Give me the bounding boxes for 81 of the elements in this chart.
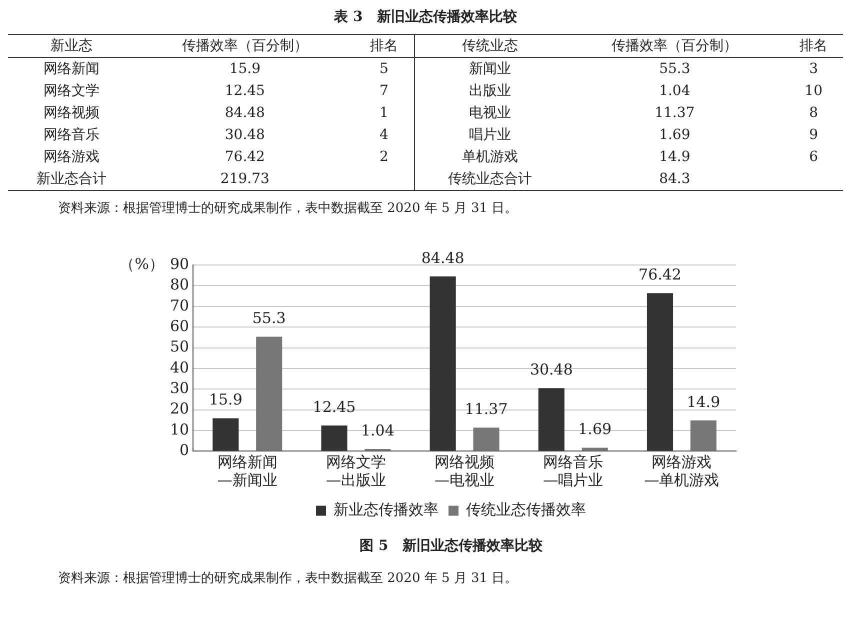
text: 唱片业 xyxy=(414,124,566,146)
y-tick-label: 50 xyxy=(169,338,189,356)
text: 84.48 xyxy=(224,104,266,123)
bar xyxy=(256,336,282,451)
bar xyxy=(581,448,608,451)
y-tick-label: 70 xyxy=(169,296,189,314)
text: 新业态 xyxy=(50,37,94,56)
text: 资料来源：根据管理博士的研究成果制作，表中数据截至 2020 年 5 月 31 日。 xyxy=(58,200,519,217)
y-tick-label: 10 xyxy=(169,420,189,438)
text: 10 xyxy=(804,82,824,101)
text: 新业态合计 xyxy=(36,170,108,189)
text: 84.3 xyxy=(658,170,692,189)
text: 30.48 xyxy=(224,126,266,145)
bar xyxy=(472,428,499,451)
text: 网络文学 xyxy=(42,82,101,101)
text: 传播效率（百分制） xyxy=(180,37,309,56)
text: 新闻业 xyxy=(414,58,566,80)
y-tick-label: 30 xyxy=(169,379,189,398)
y-tick-label: 90 xyxy=(169,254,189,273)
text: 1.69 xyxy=(658,126,692,145)
text: 网络音乐 xyxy=(42,126,101,145)
text: 网络新闻 xyxy=(42,60,101,79)
text: 传统业态 xyxy=(414,34,566,58)
x-tick-label: 网络游戏 —单机游戏 xyxy=(644,453,719,490)
data-label: 84.48 xyxy=(420,248,464,267)
text: 电视业 xyxy=(414,102,566,124)
data-label: 30.48 xyxy=(529,360,572,379)
bar xyxy=(212,418,238,451)
text: 8 xyxy=(808,104,820,123)
text: 图 5 新旧业态传播效率比较 xyxy=(359,537,543,554)
text: 2 xyxy=(378,148,390,167)
y-tick-label: 80 xyxy=(169,276,189,294)
bar xyxy=(646,293,673,451)
text: 4 xyxy=(378,126,390,145)
text: 14.9 xyxy=(658,148,692,167)
data-label: 76.42 xyxy=(638,265,681,284)
data-label: 14.9 xyxy=(686,392,720,411)
bar xyxy=(429,276,456,451)
data-label: 12.45 xyxy=(312,398,356,416)
text: 3 xyxy=(808,60,820,79)
bar xyxy=(538,388,564,451)
text: 1 xyxy=(378,104,390,123)
text: 资料来源：根据管理博士的研究成果制作，表中数据截至 2020 年 5 月 31 日。 xyxy=(58,570,519,587)
x-tick-label: 网络视频 —电视业 xyxy=(434,453,494,490)
data-label: 11.37 xyxy=(464,400,508,418)
text: 传播效率（百分制） xyxy=(610,37,739,56)
y-tick-label: 0 xyxy=(179,441,189,460)
bar xyxy=(690,420,716,451)
text: 排名 xyxy=(798,37,829,56)
x-tick-label: 网络音乐 —唱片业 xyxy=(542,453,603,490)
y-axis-title: （%） xyxy=(119,254,164,273)
text: 11.37 xyxy=(654,104,696,123)
text: 表 3 新旧业态传播效率比较 xyxy=(333,8,518,26)
data-label: 55.3 xyxy=(252,309,286,328)
bar xyxy=(320,425,347,451)
text: 7 xyxy=(378,82,390,101)
data-label: 15.9 xyxy=(208,390,242,409)
text: 9 xyxy=(808,126,820,145)
text: 219.73 xyxy=(219,170,270,189)
x-tick-label: 网络文学 —出版业 xyxy=(325,453,386,490)
legend-label: 新业态传播效率 xyxy=(333,500,438,519)
text: 出版业 xyxy=(414,80,566,102)
text: 15.9 xyxy=(228,60,262,79)
text: 76.42 xyxy=(224,148,266,167)
text: 55.3 xyxy=(658,60,692,79)
text: 排名 xyxy=(368,37,399,56)
text: 网络视频 xyxy=(42,104,101,123)
text: 传统业态合计 xyxy=(414,168,566,190)
text: 单机游戏 xyxy=(414,146,566,168)
y-tick-label: 40 xyxy=(169,358,189,376)
legend-label: 传统业态传播效率 xyxy=(466,500,586,519)
text: 5 xyxy=(378,60,390,79)
text: 网络游戏 xyxy=(42,148,101,167)
data-label: 1.69 xyxy=(578,420,612,438)
text: 1.04 xyxy=(658,82,692,101)
x-tick-label: 网络新闻 —新闻业 xyxy=(216,453,277,490)
data-label: 1.04 xyxy=(360,421,394,440)
y-tick-label: 60 xyxy=(169,316,189,335)
y-tick-label: 20 xyxy=(169,400,189,418)
text: 12.45 xyxy=(224,82,266,101)
text: 6 xyxy=(808,148,820,167)
